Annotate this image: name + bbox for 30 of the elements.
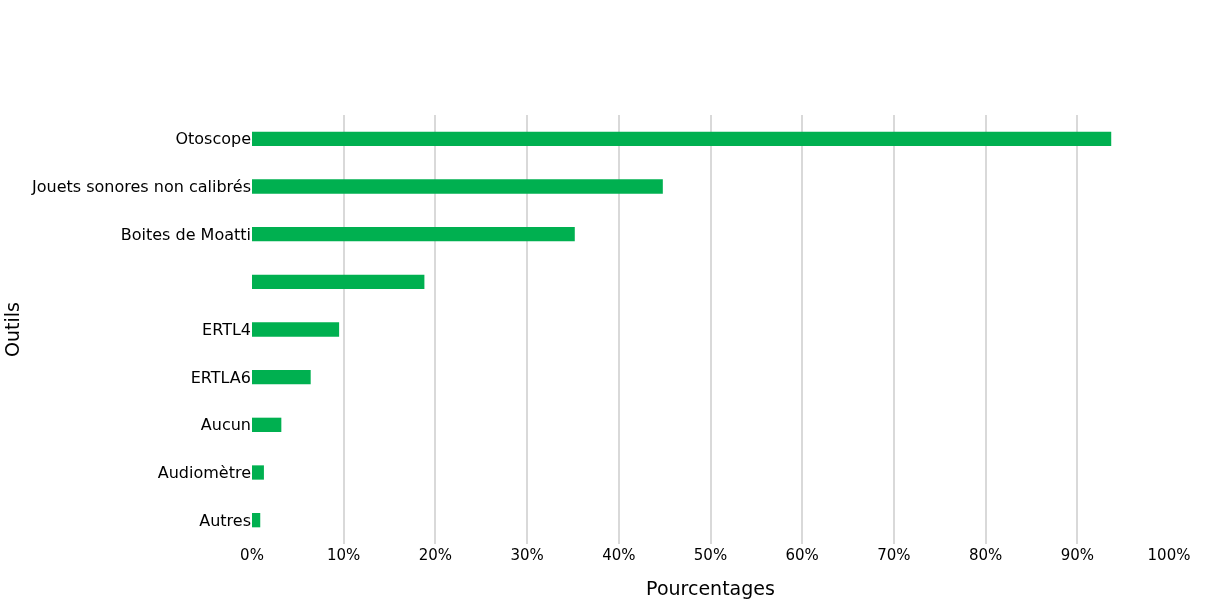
bar — [252, 179, 663, 194]
y-tick-label: ERTLA6 — [190, 367, 251, 387]
bar — [252, 513, 261, 528]
x-tick-label: 10% — [327, 546, 361, 564]
x-tick-label: 30% — [510, 546, 544, 564]
bar — [252, 274, 425, 289]
x-tick-label: 80% — [968, 546, 1003, 564]
y-tick-label: Audiomètre — [157, 463, 251, 483]
x-tick-label: 40% — [602, 546, 636, 564]
x-tick-label: 50% — [693, 546, 728, 564]
x-tick-label: 60% — [785, 546, 819, 564]
x-axis-title: Pourcentages — [646, 576, 775, 599]
y-axis-title: Outils — [0, 302, 23, 357]
x-tick-label: 100% — [1147, 546, 1191, 564]
bar — [252, 370, 311, 385]
y-tick-label: Jouets sonores non calibrés — [31, 177, 251, 197]
y-tick-label: Autres — [199, 510, 251, 530]
bar — [252, 417, 282, 432]
y-tick-label: ERTL4 — [202, 320, 251, 340]
x-tick-label: 70% — [877, 546, 911, 564]
x-tick-label: 0% — [240, 546, 264, 564]
bar — [252, 131, 1112, 146]
y-tick-label: Aucun — [200, 415, 251, 435]
y-tick-label: Boites de Moatti — [120, 224, 251, 244]
x-tick-label: 90% — [1060, 546, 1094, 564]
x-tick-label: 20% — [418, 546, 453, 564]
bar — [252, 322, 340, 337]
bar — [252, 227, 575, 242]
y-tick-label: Otoscope — [175, 129, 251, 149]
bar — [252, 465, 264, 480]
